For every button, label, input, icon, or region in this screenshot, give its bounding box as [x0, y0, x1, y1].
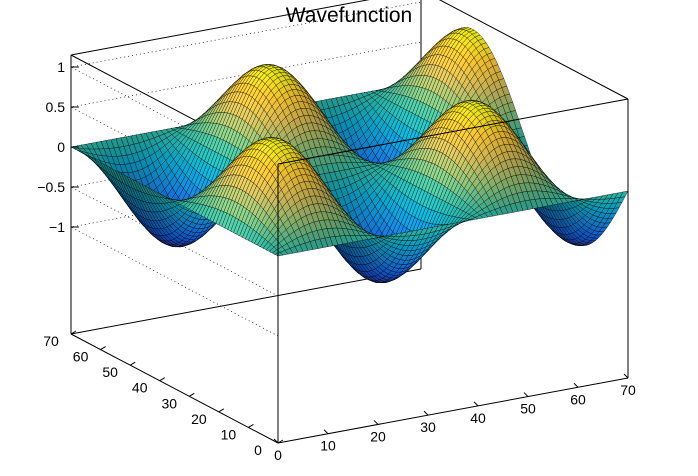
- y-tick-label: 50: [102, 364, 118, 380]
- axis-tick-labels: 0 10 20 30 40 50 60 70 0 10 20 30 40 50 60 70 −1 −0.5 0 0.5…: [37, 59, 636, 463]
- x-tick-label: 40: [470, 410, 486, 426]
- back-edge: [438, 0, 629, 100]
- x-tick-label: 20: [370, 428, 386, 444]
- y-axis-line: [70, 333, 279, 444]
- x-axis-line: [277, 377, 629, 444]
- y-tick: [70, 330, 77, 335]
- y-tick: [248, 423, 254, 428]
- x-tick: [473, 401, 479, 407]
- back-edge: [70, 0, 370, 56]
- y-tick-label: 0: [254, 442, 262, 458]
- x-tick: [273, 438, 279, 444]
- y-tick-label: 10: [221, 426, 237, 442]
- z-tick-label: 0: [57, 139, 65, 155]
- x-tick-label: 0: [274, 447, 282, 463]
- y-tick: [159, 377, 165, 382]
- y-tick-label: 60: [73, 349, 89, 365]
- x-tick-label: 50: [520, 401, 536, 417]
- z-tick-label: 0.5: [46, 99, 66, 115]
- axis-ticks: [70, 66, 629, 444]
- z-tick-label: −0.5: [37, 179, 65, 195]
- y-tick: [129, 361, 136, 366]
- y-tick-label: 20: [191, 411, 207, 427]
- z-tick-label: 1: [57, 59, 65, 75]
- front-edge: [277, 98, 629, 165]
- x-tick: [373, 420, 379, 425]
- x-tick-label: 60: [570, 391, 586, 407]
- y-tick: [277, 439, 284, 444]
- y-tick-label: 40: [132, 380, 148, 396]
- x-tick: [323, 429, 329, 435]
- x-tick: [573, 382, 579, 388]
- surface-cell: [619, 190, 629, 198]
- front-box: [70, 55, 629, 444]
- z-tick-label: −1: [49, 219, 65, 235]
- x-tick-label: 30: [420, 419, 436, 435]
- x-tick: [523, 392, 529, 397]
- x-tick: [623, 373, 629, 379]
- y-tick: [218, 408, 225, 413]
- x-tick-label: 70: [620, 382, 636, 398]
- surface: [70, 27, 629, 283]
- x-tick: [423, 410, 429, 416]
- y-tick: [100, 346, 106, 351]
- y-tick: [189, 392, 195, 397]
- x-tick-label: 10: [320, 438, 336, 454]
- y-tick-label: 30: [161, 395, 177, 411]
- y-tick-label: 70: [43, 333, 59, 349]
- back-edge: [70, 268, 422, 335]
